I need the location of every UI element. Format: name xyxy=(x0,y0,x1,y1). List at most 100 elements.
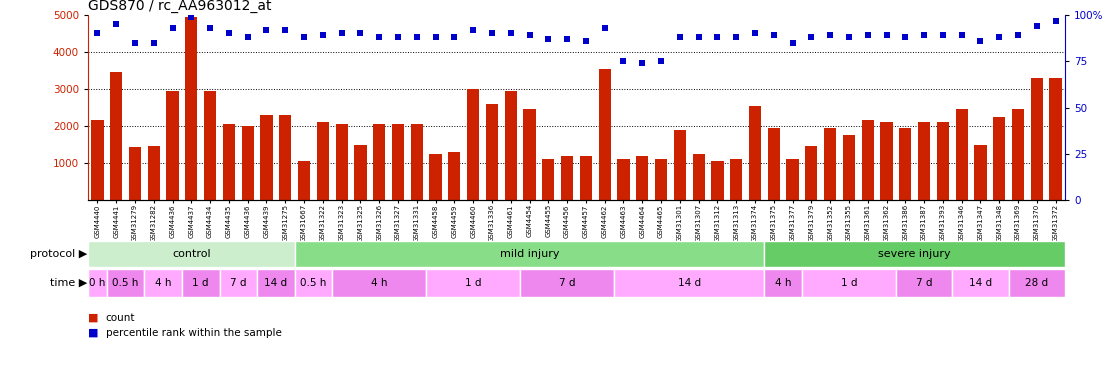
Point xyxy=(934,33,952,38)
Text: 7 d: 7 d xyxy=(230,278,247,288)
Point xyxy=(145,40,163,46)
Bar xyxy=(993,117,1005,200)
Text: 7 d: 7 d xyxy=(558,278,575,288)
Point xyxy=(351,31,369,37)
Point xyxy=(915,33,933,38)
Bar xyxy=(768,128,780,200)
Point xyxy=(558,36,576,42)
Bar xyxy=(242,126,254,200)
Point xyxy=(765,33,782,38)
Bar xyxy=(298,161,310,200)
Text: 0 h: 0 h xyxy=(90,278,105,288)
Text: percentile rank within the sample: percentile rank within the sample xyxy=(105,328,281,338)
Bar xyxy=(881,122,893,200)
Bar xyxy=(1049,78,1061,200)
Text: severe injury: severe injury xyxy=(879,249,951,259)
Bar xyxy=(520,269,614,298)
Text: ■: ■ xyxy=(88,313,99,323)
Point xyxy=(746,31,763,37)
Text: GDS870 / rc_AA963012_at: GDS870 / rc_AA963012_at xyxy=(88,0,271,12)
Bar xyxy=(106,269,144,298)
Text: 14 d: 14 d xyxy=(678,278,700,288)
Text: 1 d: 1 d xyxy=(465,278,481,288)
Point xyxy=(653,58,670,64)
Bar xyxy=(504,91,516,200)
Bar xyxy=(674,130,686,200)
Point xyxy=(991,34,1008,40)
Text: protocol ▶: protocol ▶ xyxy=(30,249,86,259)
Bar xyxy=(449,152,461,200)
Point xyxy=(896,34,914,40)
Bar xyxy=(598,69,611,200)
Point xyxy=(821,33,839,38)
Bar xyxy=(692,154,705,200)
Bar xyxy=(1030,78,1043,200)
Text: 14 d: 14 d xyxy=(265,278,287,288)
Bar xyxy=(129,147,141,200)
Point xyxy=(708,34,726,40)
Point xyxy=(972,38,989,44)
Point xyxy=(802,34,820,40)
Point xyxy=(370,34,388,40)
Bar xyxy=(936,122,948,200)
Bar xyxy=(749,106,761,200)
Point xyxy=(783,40,801,46)
Text: control: control xyxy=(172,249,211,259)
Bar xyxy=(279,115,291,200)
Bar xyxy=(485,104,499,200)
Bar xyxy=(579,156,592,200)
Bar xyxy=(373,124,386,200)
Bar xyxy=(185,17,197,200)
Text: time ▶: time ▶ xyxy=(50,278,86,288)
Text: 4 h: 4 h xyxy=(371,278,388,288)
Point xyxy=(314,33,331,38)
Point xyxy=(727,34,745,40)
Text: count: count xyxy=(105,313,135,323)
Bar xyxy=(1008,269,1065,298)
Bar xyxy=(843,135,855,200)
Bar xyxy=(542,159,554,200)
Point xyxy=(1028,23,1046,29)
Bar xyxy=(1012,109,1024,200)
Bar xyxy=(523,109,535,200)
Bar xyxy=(468,89,480,200)
Point xyxy=(332,31,350,37)
Point xyxy=(859,33,876,38)
Bar xyxy=(317,122,329,200)
Point xyxy=(126,40,144,46)
Text: 28 d: 28 d xyxy=(1025,278,1048,288)
Bar xyxy=(655,159,667,200)
Point xyxy=(1047,18,1065,23)
Point xyxy=(502,31,520,37)
Point xyxy=(690,34,708,40)
Point xyxy=(107,21,125,27)
Bar xyxy=(88,240,295,268)
Text: 14 d: 14 d xyxy=(968,278,992,288)
Bar xyxy=(219,269,257,298)
Bar xyxy=(824,128,837,200)
Point xyxy=(164,25,182,31)
Text: 4 h: 4 h xyxy=(774,278,791,288)
Bar xyxy=(257,269,295,298)
Text: 0.5 h: 0.5 h xyxy=(112,278,138,288)
Point xyxy=(483,31,501,37)
Bar xyxy=(919,122,931,200)
Bar xyxy=(806,146,818,200)
Bar xyxy=(295,269,332,298)
Point xyxy=(464,27,482,33)
Bar xyxy=(896,269,952,298)
Bar xyxy=(730,159,742,200)
Bar xyxy=(711,161,724,200)
Point xyxy=(389,34,407,40)
Point xyxy=(408,34,425,40)
Point xyxy=(258,27,276,33)
Point xyxy=(596,25,614,31)
Bar xyxy=(614,269,765,298)
Bar xyxy=(561,156,573,200)
Point xyxy=(878,33,895,38)
Text: 1 d: 1 d xyxy=(193,278,209,288)
Bar xyxy=(332,269,427,298)
Text: mild injury: mild injury xyxy=(500,249,560,259)
Bar xyxy=(955,109,967,200)
Bar xyxy=(147,146,160,200)
